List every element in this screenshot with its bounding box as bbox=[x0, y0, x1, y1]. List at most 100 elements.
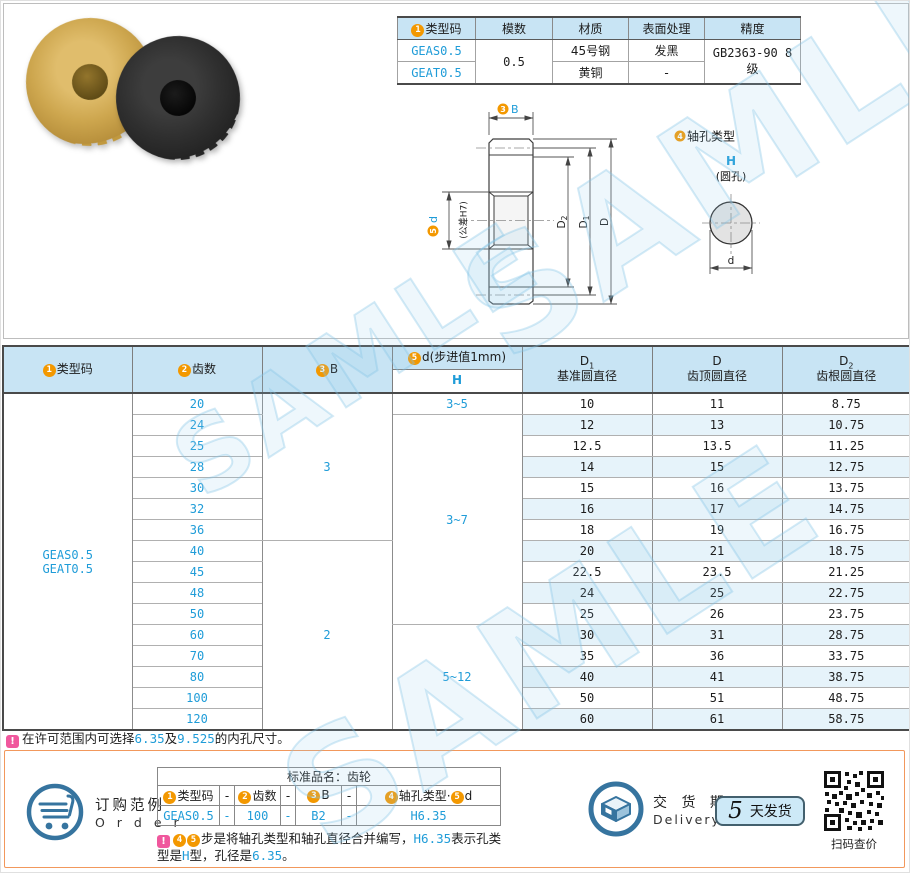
d-tip-cell: 15 bbox=[651, 456, 783, 478]
dim-d-label: 5 d bbox=[427, 216, 440, 237]
d1-pitch-cell: 16 bbox=[521, 498, 653, 520]
step-5-badge: 5 bbox=[408, 352, 421, 365]
d-tip-cell: 17 bbox=[651, 498, 783, 520]
spec-row: GEAS0.5 0.5 45号钢 发黑 GB2363-90 8级 bbox=[397, 39, 801, 85]
step-2-badge: 2 bbox=[177, 363, 191, 377]
hole-dim-label: d bbox=[728, 255, 735, 267]
d1-pitch-cell: 15 bbox=[521, 477, 653, 499]
dash-separator: - bbox=[280, 785, 296, 806]
spec-header-type: 1 类型码 bbox=[397, 16, 476, 40]
order-table-caption-row: 标准品名：齿轮 bbox=[157, 767, 501, 786]
d-tip-cell: 26 bbox=[651, 603, 783, 625]
d2-root-cell: 12.75 bbox=[781, 456, 909, 478]
d-range-cell: 3~7 bbox=[391, 414, 523, 625]
step-1-badge: 1 bbox=[163, 791, 177, 804]
d1-pitch-cell: 25 bbox=[521, 603, 653, 625]
d2-root-cell: 14.75 bbox=[781, 498, 909, 520]
d-tip-cell: 36 bbox=[651, 645, 783, 667]
table-row: GEAS0.5 GEAT0.5 20 3 3~5 10 11 8.75 bbox=[2, 392, 909, 731]
d-range-cell: 3~5 bbox=[391, 392, 523, 415]
d1-pitch-cell: 30 bbox=[521, 624, 653, 646]
teeth-cell: 28 bbox=[131, 456, 263, 478]
d1-pitch-cell: 14 bbox=[521, 456, 653, 478]
svg-text:d: d bbox=[427, 216, 440, 223]
table-row: 50 25 26 23.75 bbox=[3, 603, 909, 625]
d-tip-cell: 25 bbox=[651, 582, 783, 604]
d1-pitch-cell: 60 bbox=[521, 708, 653, 731]
d2-root-cell: 10.75 bbox=[781, 414, 909, 436]
teeth-cell: 45 bbox=[131, 561, 263, 583]
dash-separator: - bbox=[219, 805, 235, 826]
header-d: 5 d(步进值1mm) bbox=[391, 345, 523, 370]
table-row: 60 5~12 30 31 28.75 bbox=[3, 624, 909, 731]
cart-icon bbox=[26, 783, 84, 841]
header-d2: D2 齿根圆直径 bbox=[781, 345, 909, 394]
delivery-subtitle: Delivery bbox=[653, 812, 721, 827]
order-h-teeth: 2 齿数 bbox=[234, 785, 281, 806]
hole-size-note: 在许可范围内可选择6.35及9.525的内孔尺寸。 bbox=[6, 728, 290, 748]
d2-root-cell: 13.75 bbox=[781, 477, 909, 499]
svg-text:4: 4 bbox=[677, 132, 683, 141]
precision-value: GB2363-90 8级 bbox=[704, 39, 801, 85]
d2-root-cell: 28.75 bbox=[781, 624, 909, 646]
d2-root-cell: 21.25 bbox=[781, 561, 909, 583]
material-brass: 黄铜 bbox=[552, 61, 629, 85]
svg-text:3: 3 bbox=[500, 105, 506, 114]
teeth-cell: 40 bbox=[131, 540, 263, 562]
qr-code-label: 扫码查价 bbox=[831, 837, 877, 851]
header-teeth: 2 齿数 bbox=[131, 345, 263, 394]
d1-pitch-cell: 12.5 bbox=[521, 435, 653, 457]
d2-root-cell: 11.25 bbox=[781, 435, 909, 457]
d-tip-cell: 19 bbox=[651, 519, 783, 541]
table-row: 100 50 51 48.75 bbox=[3, 687, 909, 709]
order-v-b: B2 bbox=[295, 805, 342, 826]
spec-header-row: 1 类型码 模数 材质 表面处理 精度 bbox=[397, 16, 801, 40]
svg-text:5: 5 bbox=[429, 228, 438, 234]
teeth-cell: 36 bbox=[131, 519, 263, 541]
dim-d1-label: D1 bbox=[578, 215, 591, 228]
spec-header-module: 模数 bbox=[475, 16, 553, 40]
type-code-cell: GEAS0.5 GEAT0.5 bbox=[2, 392, 133, 731]
dim-dtip-label: D bbox=[599, 218, 611, 226]
d-tip-cell: 41 bbox=[651, 666, 783, 688]
d1-pitch-cell: 12 bbox=[521, 414, 653, 436]
top-section: 1 类型码 模数 材质 表面处理 精度 GEAS0.5 0.5 45号钢 发黑 G… bbox=[3, 3, 909, 339]
step-1-badge: 1 bbox=[42, 363, 56, 377]
warning-icon bbox=[157, 835, 170, 848]
d1-pitch-cell: 40 bbox=[521, 666, 653, 688]
teeth-cell: 32 bbox=[131, 498, 263, 520]
material-steel: 45号钢 bbox=[552, 39, 629, 62]
order-v-hole: H6.35 bbox=[356, 805, 501, 826]
header-type-code: 1 类型码 bbox=[2, 345, 133, 394]
d-tip-cell: 23.5 bbox=[651, 561, 783, 583]
standard-product-name: 标准品名：齿轮 bbox=[157, 767, 501, 786]
step-1-badge: 1 bbox=[411, 24, 425, 37]
hole-type-note: (圆孔) bbox=[716, 170, 747, 183]
teeth-cell: 20 bbox=[131, 392, 263, 415]
d1-pitch-cell: 35 bbox=[521, 645, 653, 667]
type-code-geat: GEAT0.5 bbox=[397, 61, 476, 85]
d1-pitch-cell: 18 bbox=[521, 519, 653, 541]
order-h-hole: 4 轴孔类型· 5 d bbox=[356, 785, 501, 806]
step-2-badge: 2 bbox=[238, 791, 252, 804]
delivery-box-icon bbox=[588, 781, 644, 837]
table-row: 120 60 61 58.75 bbox=[3, 708, 909, 731]
dash-separator: - bbox=[341, 785, 357, 806]
spec-row: GEAT0.5 黄铜 - bbox=[397, 61, 801, 85]
d2-root-cell: 18.75 bbox=[781, 540, 909, 562]
d-tip-cell: 13.5 bbox=[651, 435, 783, 457]
b-width-cell: 3 bbox=[261, 392, 393, 541]
delivery-days-badge: 5 天发货 bbox=[715, 796, 805, 826]
spec-table: 1 类型码 模数 材质 表面处理 精度 GEAS0.5 0.5 45号钢 发黑 G… bbox=[397, 16, 801, 85]
step-5-badge: 5 bbox=[187, 834, 200, 847]
step-3-badge: 3 bbox=[315, 363, 329, 377]
teeth-cell: 30 bbox=[131, 477, 263, 499]
table-row: 80 40 41 38.75 bbox=[3, 666, 909, 688]
